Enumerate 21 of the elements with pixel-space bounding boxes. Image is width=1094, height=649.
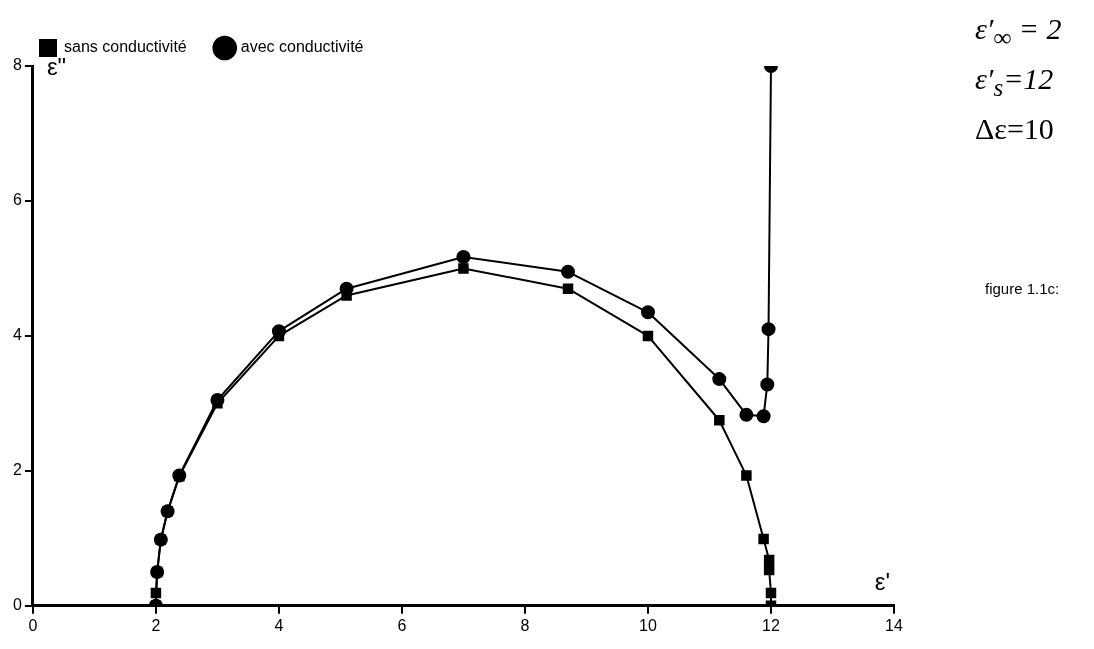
- x-tick-label: 6: [397, 616, 407, 634]
- x-tick-label: 4: [274, 616, 284, 634]
- text: Δε=10: [975, 112, 1054, 146]
- text: ε′$_{s}$=12: [975, 62, 1054, 102]
- x-axis-title: ε': [874, 568, 890, 596]
- x-tick-label: 12: [762, 616, 780, 634]
- y-tick-label: 4: [12, 326, 22, 344]
- y-tick-label: 0: [12, 596, 22, 614]
- caption: figure 1.1c:: [985, 280, 1060, 297]
- x-tick-label: 2: [151, 616, 161, 634]
- x-tick-label: 8: [520, 616, 530, 634]
- x-tick-label: 14: [885, 616, 903, 634]
- y-axis-title: ε": [46, 52, 67, 80]
- y-tick-label: 2: [12, 461, 22, 479]
- text: ε′$_{∞}$ = 2: [975, 12, 1062, 52]
- y-tick-label: 6: [12, 191, 22, 209]
- x-tick-label: 0: [28, 616, 38, 634]
- y-tick-label: 8: [12, 56, 22, 74]
- legend-label: sans conductivité: [64, 38, 187, 56]
- legend-label: avec conductivité: [240, 38, 364, 56]
- x-tick-label: 10: [639, 616, 657, 634]
